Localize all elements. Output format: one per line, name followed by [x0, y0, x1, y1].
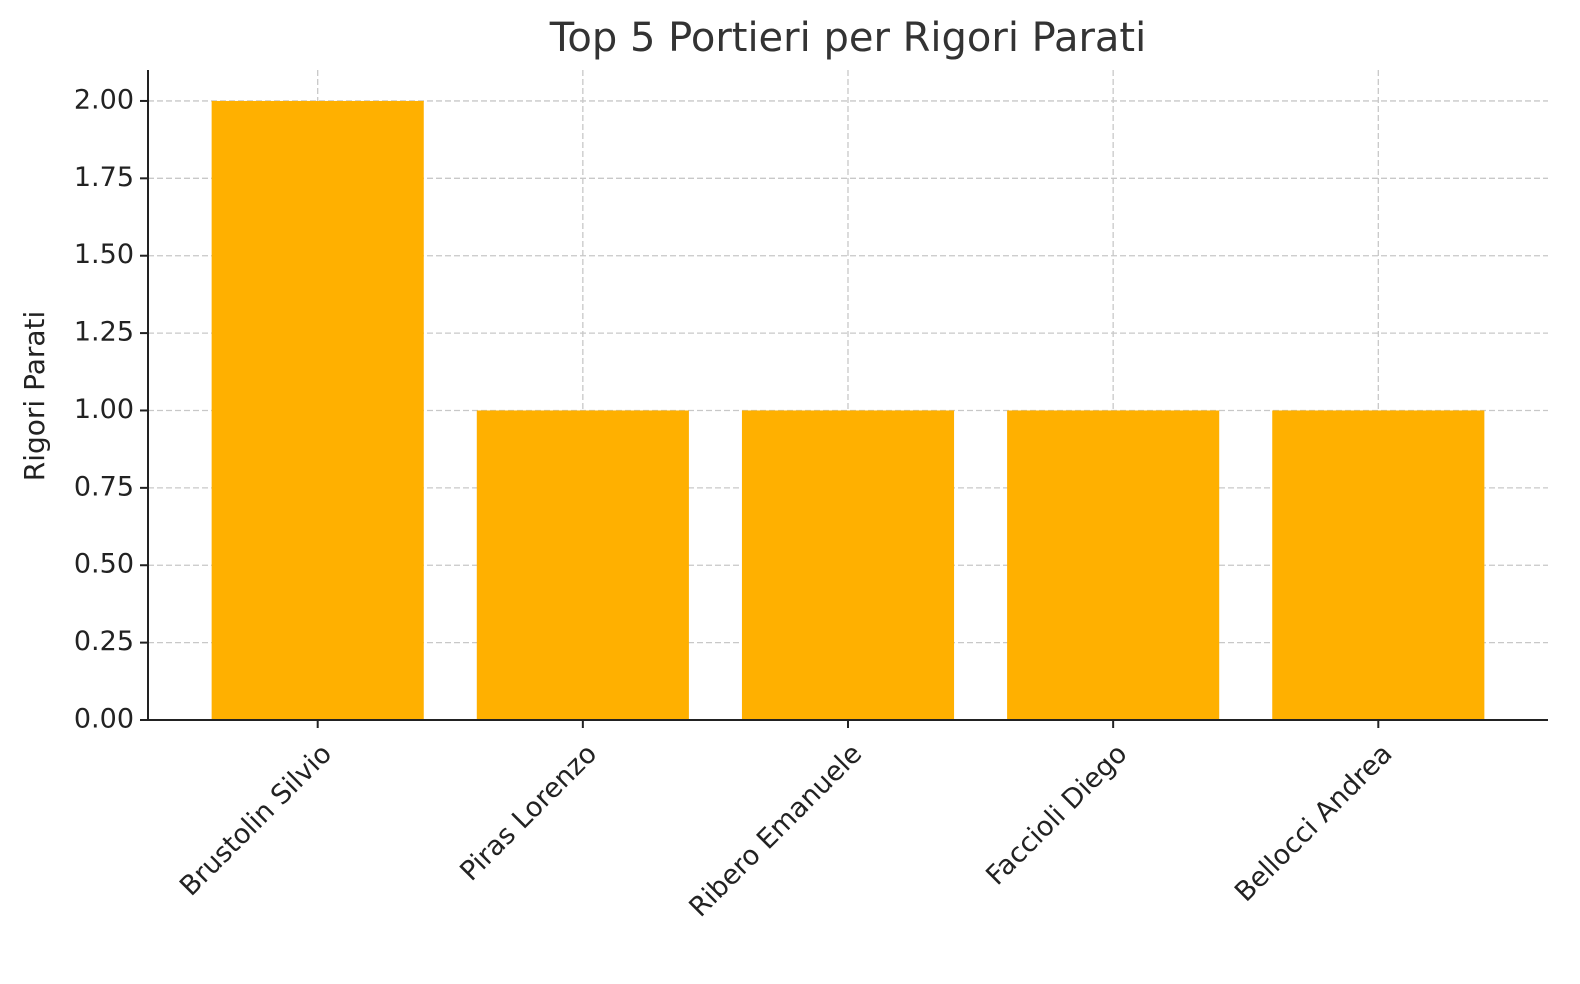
y-tick-label: 1.75 [74, 162, 134, 193]
y-tick-label: 0.50 [74, 549, 134, 580]
x-tick-label: Faccioli Diego [980, 738, 1133, 891]
y-tick-label: 2.00 [74, 84, 134, 115]
bar [1272, 410, 1485, 720]
bars [211, 100, 1485, 720]
bar [741, 410, 955, 720]
y-tick-label: 1.25 [74, 317, 134, 348]
x-tick-label: Bellocci Andrea [1229, 738, 1399, 908]
y-tick-label: 0.25 [74, 626, 134, 657]
y-tick-label: 1.00 [74, 394, 134, 425]
bar [211, 100, 424, 720]
bar [1007, 410, 1220, 720]
y-tick-label: 0.00 [74, 704, 134, 735]
x-tick-label: Ribero Emanuele [683, 738, 868, 923]
bar [476, 410, 689, 720]
x-tick-label: Piras Lorenzo [454, 738, 603, 887]
y-tick-label: 1.50 [74, 239, 134, 270]
x-tick-label: Brustolin Silvio [174, 738, 338, 902]
y-tick-label: 0.75 [74, 471, 134, 502]
chart-title: Top 5 Portieri per Rigori Parati [549, 15, 1146, 61]
y-axis-label: Rigori Parati [18, 311, 51, 482]
